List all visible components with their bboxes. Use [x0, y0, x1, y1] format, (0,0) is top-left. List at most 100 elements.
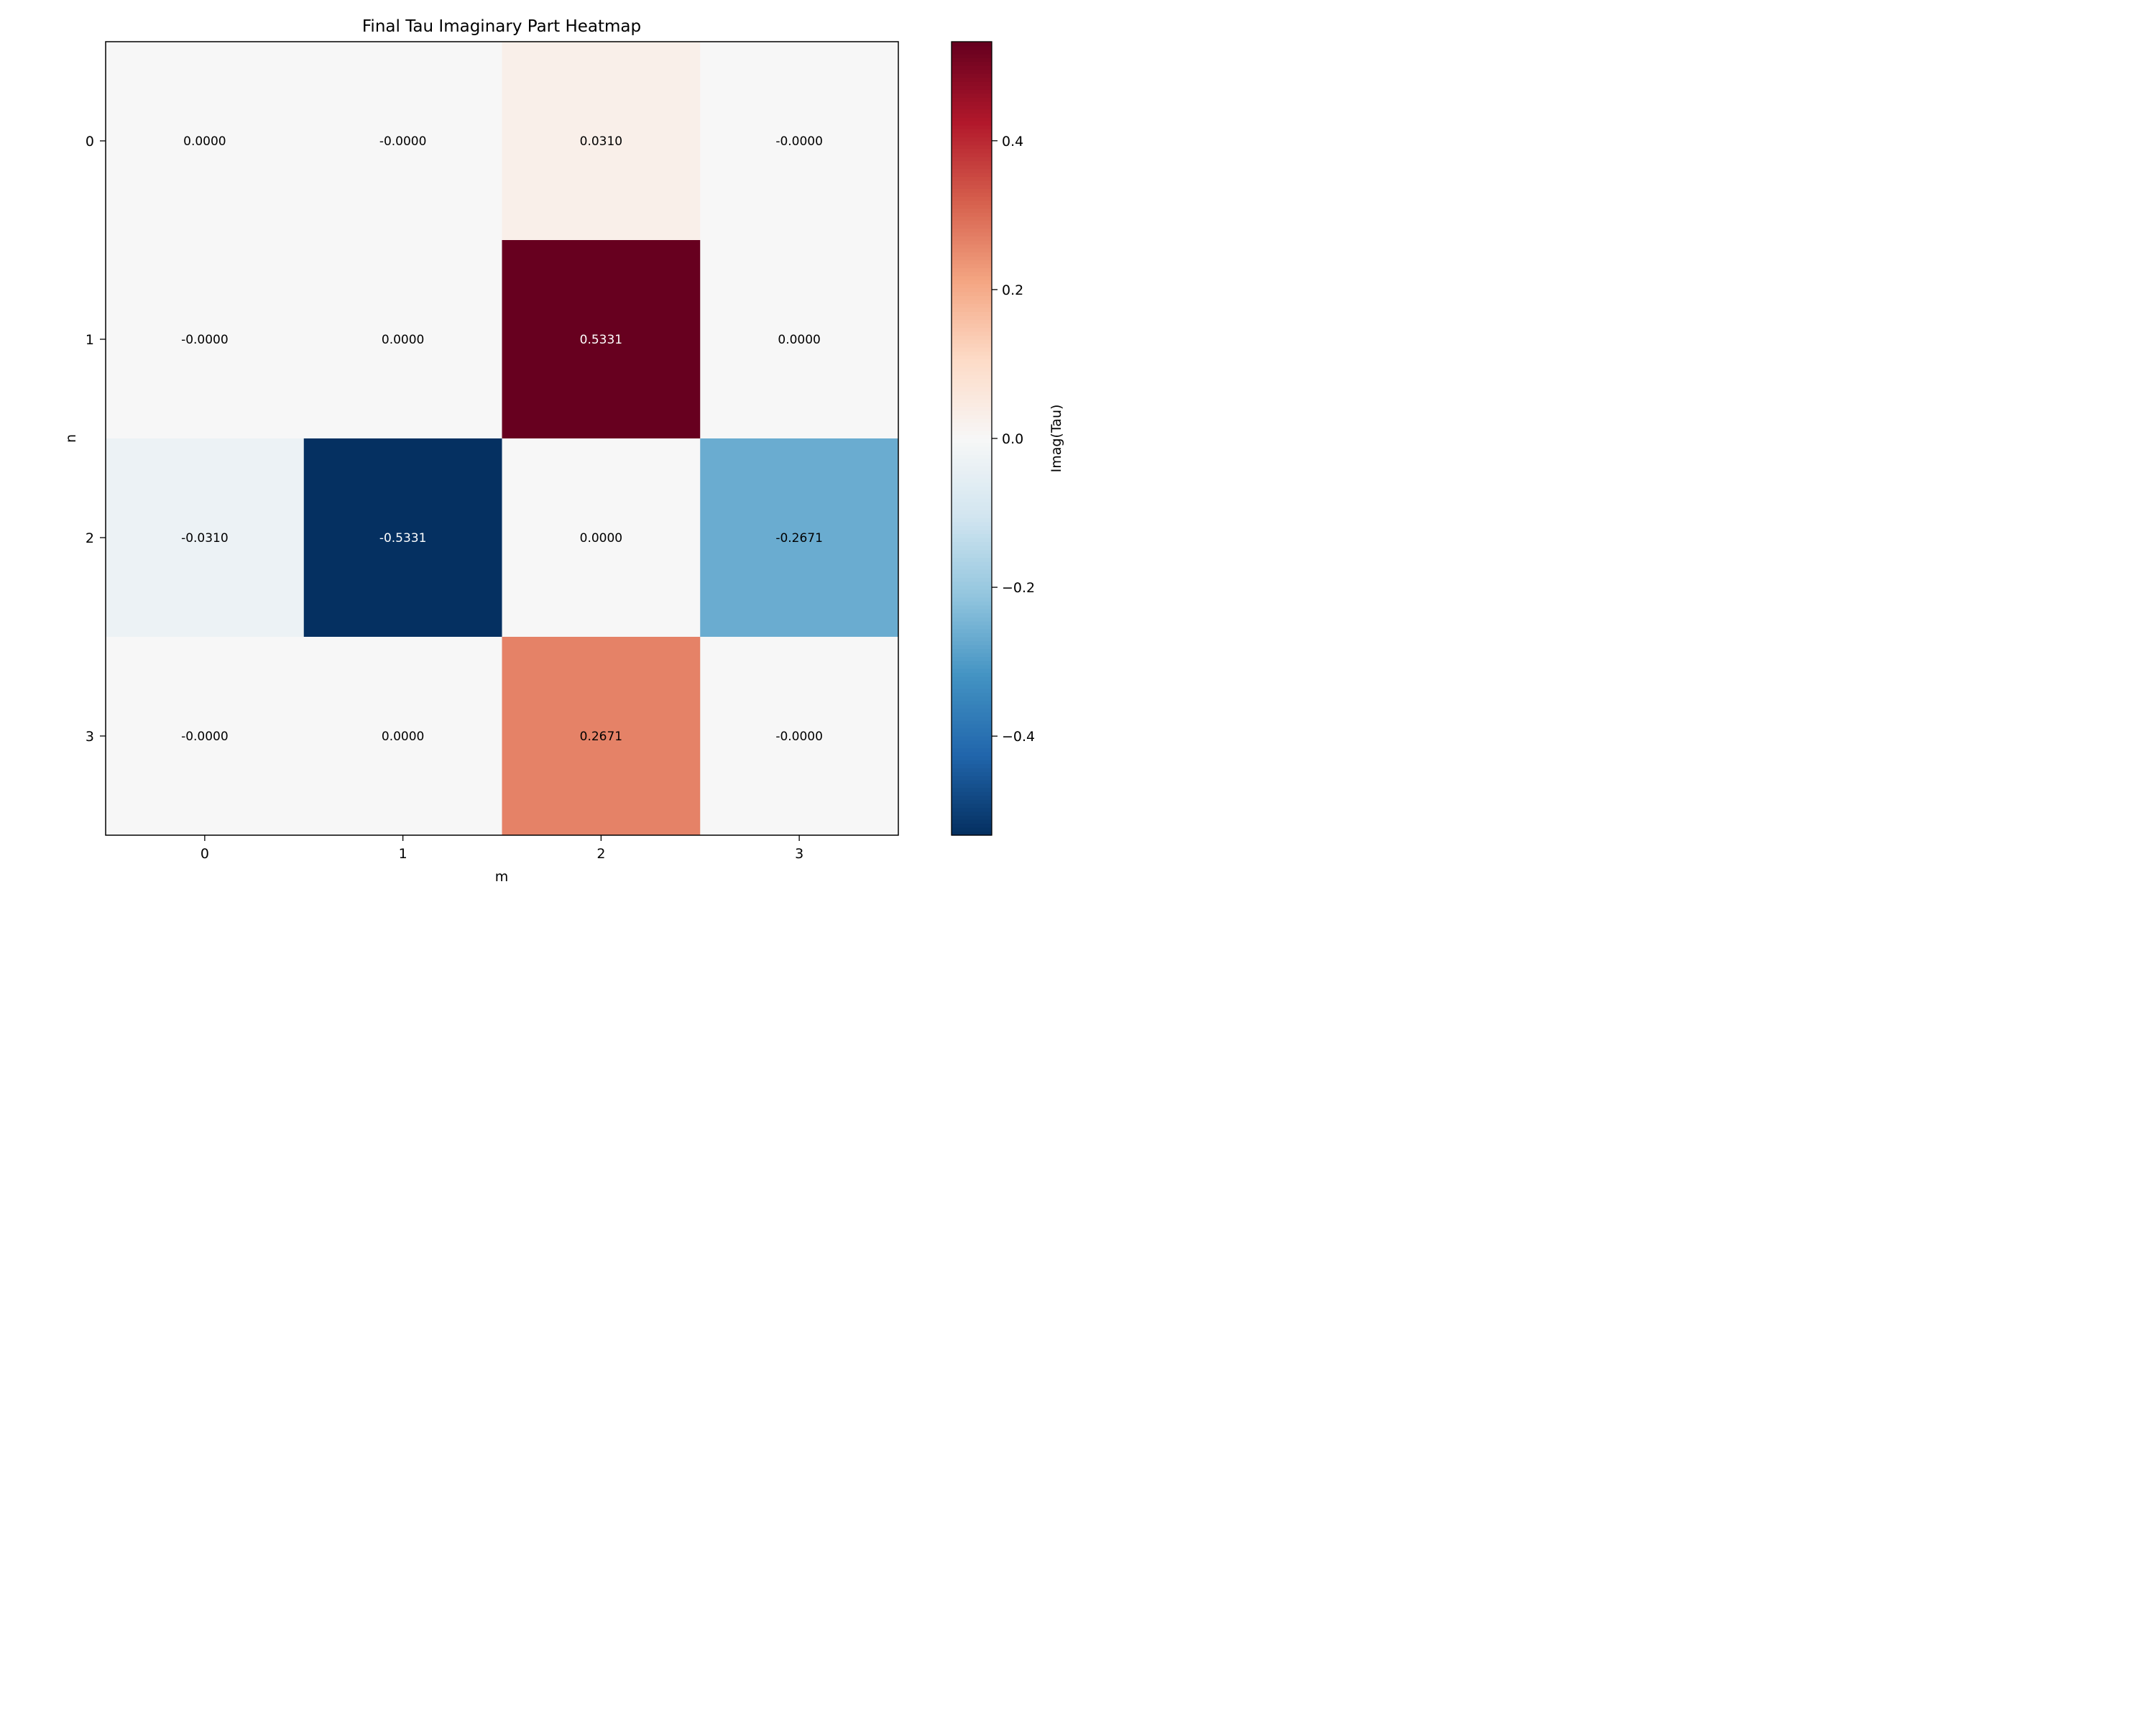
colorbar-segment [952, 803, 992, 808]
colorbar-segment [952, 347, 992, 352]
colorbar-segment [952, 609, 992, 614]
colorbar-segment [952, 73, 992, 78]
heatmap-cell [106, 42, 305, 241]
colorbar-segment [952, 656, 992, 661]
colorbar-segment [952, 259, 992, 264]
colorbar-segment [952, 224, 992, 229]
heatmap-cell-labels: 0.0000 -0.0000 0.0310 -0.0000 -0.0000 0.0000 0… [181, 134, 823, 744]
heatmap-cell [700, 42, 899, 241]
colorbar-segment [952, 204, 992, 209]
colorbar-segment [952, 736, 992, 741]
colorbar-segment [952, 410, 992, 415]
y-tick-label: 2 [86, 530, 94, 546]
colorbar-segment [952, 740, 992, 745]
colorbar-segment [952, 823, 992, 828]
heatmap-cell-label: -0.2671 [775, 531, 823, 546]
heatmap-cell-label: 0.5331 [580, 333, 622, 347]
colorbar-segment [952, 240, 992, 245]
colorbar-segment [952, 819, 992, 824]
colorbar-segment [952, 374, 992, 380]
colorbar-segment [952, 831, 992, 836]
heatmap-cell [106, 438, 305, 638]
colorbar-segment [952, 505, 992, 510]
colorbar-segment [952, 518, 992, 523]
heatmap-cell-label: -0.0000 [379, 134, 427, 149]
colorbar-segment [952, 561, 992, 566]
colorbar-segment [952, 704, 992, 709]
colorbar-segment [952, 256, 992, 261]
colorbar-segment [952, 359, 992, 364]
colorbar-segment [952, 577, 992, 582]
heatmap-cell [106, 240, 305, 439]
colorbar-segment [952, 450, 992, 455]
colorbar-segment [952, 395, 992, 400]
colorbar-segment [952, 144, 992, 150]
colorbar-segment [952, 355, 992, 360]
colorbar-segment [952, 458, 992, 463]
colorbar-segment [952, 676, 992, 681]
colorbar-segment [952, 196, 992, 201]
heatmap-cell [502, 42, 701, 241]
colorbar-segment [952, 661, 992, 666]
heatmap-cell-label: 0.0000 [382, 333, 424, 347]
colorbar-segment [952, 371, 992, 376]
heatmap-cell-label: 0.0000 [580, 531, 622, 546]
colorbar-tick-label: −0.4 [1002, 729, 1035, 745]
colorbar-segment [952, 176, 992, 181]
colorbar-segment [952, 280, 992, 285]
heatmap-cell-label: -0.0310 [181, 531, 229, 546]
colorbar-segment [952, 244, 992, 249]
y-tick-label: 3 [86, 729, 94, 745]
heatmap-cell [303, 637, 502, 836]
colorbar-segment [952, 541, 992, 546]
colorbar-segment [952, 684, 992, 689]
colorbar-segment [952, 521, 992, 527]
colorbar-segment [952, 815, 992, 820]
colorbar-segment [952, 379, 992, 384]
colorbar-segment [952, 672, 992, 677]
colorbar-segment [952, 446, 992, 451]
colorbar-segment [952, 601, 992, 606]
colorbar-segment [952, 58, 992, 63]
y-tick-label: 0 [86, 134, 94, 150]
colorbar-segment [952, 105, 992, 110]
colorbar-segment [952, 716, 992, 721]
heatmap-cell-label: -0.0000 [181, 730, 229, 744]
colorbar-segment [952, 327, 992, 332]
heatmap-cell-label: 0.0000 [382, 730, 424, 744]
colorbar-segment [952, 529, 992, 535]
heatmap-cell [106, 637, 305, 836]
colorbar-segment [952, 482, 992, 487]
colorbar-segment [952, 315, 992, 320]
colorbar-segment [952, 228, 992, 233]
colorbar-segment [952, 502, 992, 507]
x-axis-ticks: 0 1 2 3 [201, 835, 803, 862]
colorbar-segment [952, 474, 992, 479]
colorbar-segment [952, 382, 992, 387]
colorbar-segment [952, 724, 992, 729]
colorbar-segment [952, 776, 992, 781]
colorbar-segment [952, 220, 992, 225]
colorbar-segment [952, 264, 992, 269]
colorbar-segment [952, 101, 992, 106]
plot-frame [105, 41, 899, 836]
heatmap-cell [700, 438, 899, 638]
colorbar-segment [952, 291, 992, 296]
x-tick-label: 3 [795, 846, 803, 862]
colorbar-segment [952, 462, 992, 467]
colorbar-segment [952, 668, 992, 673]
colorbar-segment [952, 664, 992, 669]
colorbar-segment [952, 426, 992, 431]
colorbar-segment [952, 124, 992, 130]
colorbar-segment [952, 208, 992, 213]
colorbar-segment [952, 192, 992, 197]
colorbar-segment [952, 494, 992, 499]
colorbar-segment [952, 152, 992, 157]
colorbar-segment [952, 791, 992, 796]
colorbar-segment [952, 418, 992, 423]
colorbar-segment [952, 648, 992, 653]
colorbar-segment [952, 188, 992, 193]
heatmap-cell-label: -0.0000 [775, 134, 823, 149]
colorbar-segment [952, 546, 992, 551]
colorbar-segment [952, 712, 992, 717]
